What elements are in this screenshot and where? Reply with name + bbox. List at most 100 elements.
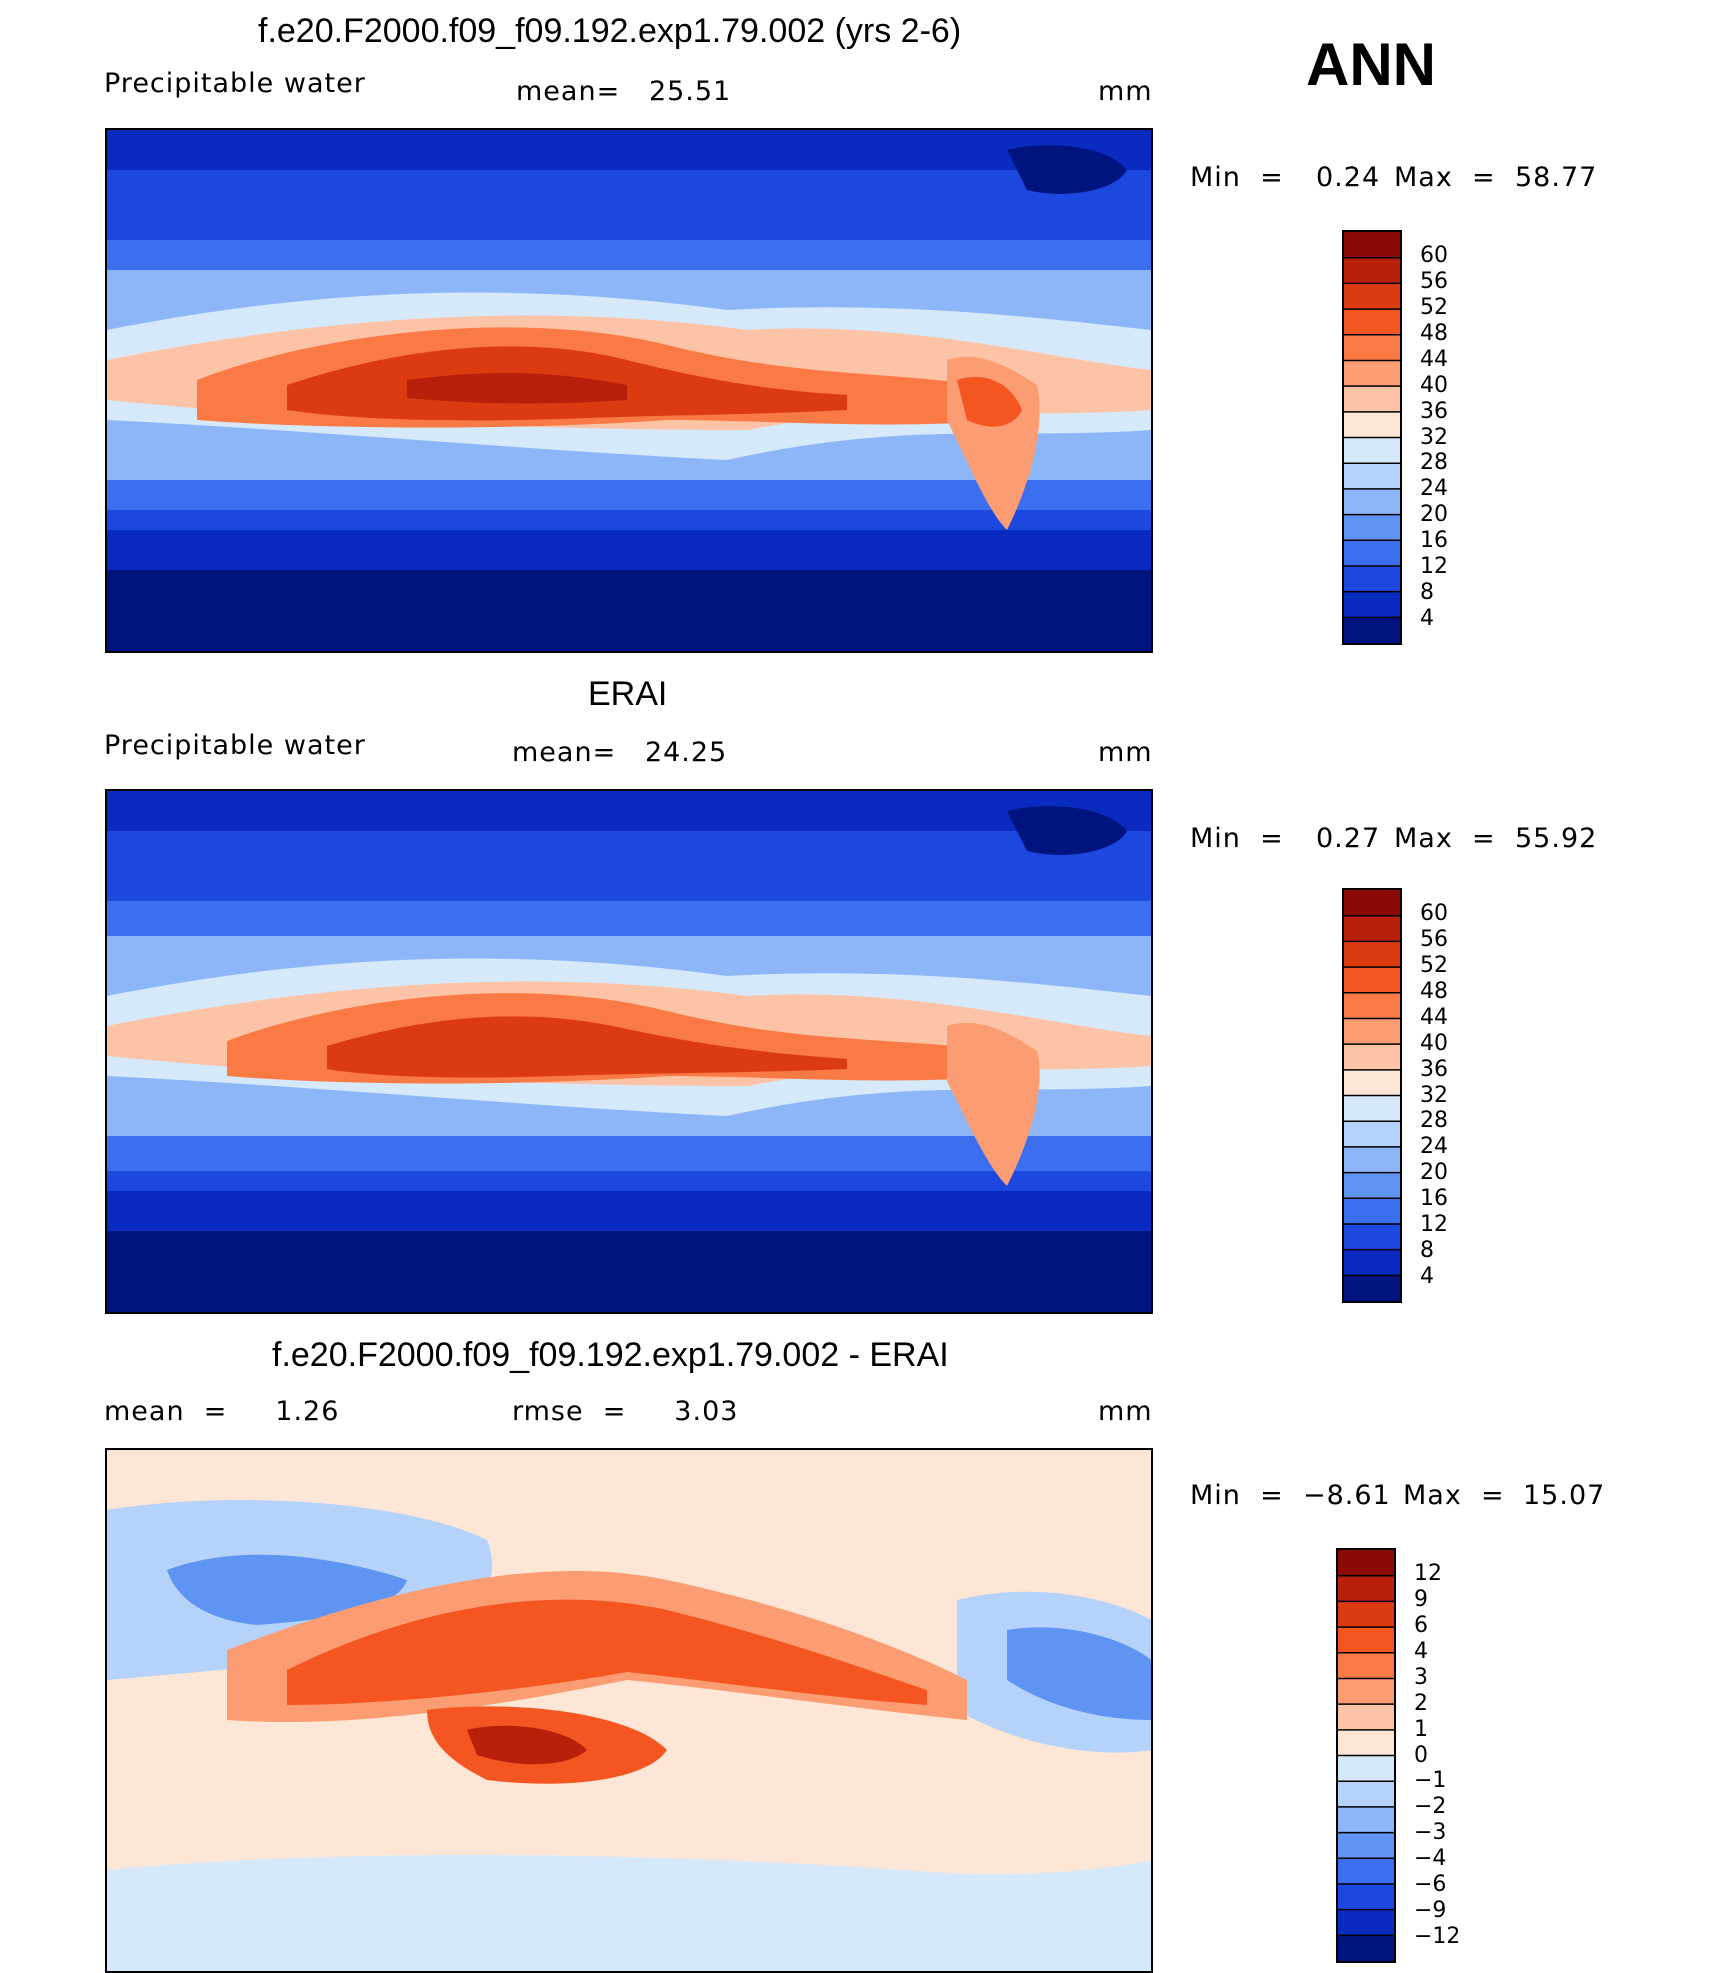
panel1-min-value: 0.24 [1316, 162, 1381, 193]
colorbar-swatch [1344, 1095, 1400, 1122]
colorbar-tick-label: 12 [1420, 1212, 1448, 1238]
colorbar-tick-label: 3 [1414, 1664, 1428, 1690]
panel2-max-label: Max = [1394, 823, 1496, 854]
panel2-title: ERAI [588, 675, 668, 713]
colorbar-swatch [1344, 890, 1400, 917]
colorbar-tick-label: 32 [1420, 1082, 1448, 1108]
panel2-max-value: 55.92 [1515, 823, 1598, 854]
panel3-mean-label: mean = 1.26 [104, 1396, 340, 1427]
colorbar-tick-label: 52 [1420, 952, 1448, 978]
colorbar-tick-label: 24 [1420, 1134, 1448, 1160]
colorbar-swatch [1338, 1806, 1394, 1834]
panel3-colorbar [1336, 1548, 1396, 1963]
colorbar-swatch [1344, 334, 1400, 361]
colorbar-swatch [1344, 514, 1400, 541]
colorbar-swatch [1338, 1627, 1394, 1654]
panel3-max-label: Max = [1403, 1480, 1505, 1511]
colorbar-swatch [1344, 565, 1400, 593]
panel1-left-label: Precipitable water [104, 68, 366, 99]
colorbar-tick-label: −9 [1414, 1898, 1447, 1924]
colorbar-tick-label: 0 [1414, 1742, 1428, 1768]
panel3-min-value: −8.61 [1303, 1480, 1391, 1511]
colorbar-swatch [1344, 1018, 1400, 1045]
panel3-max-value: 15.07 [1523, 1480, 1606, 1511]
colorbar-tick-label: −2 [1414, 1794, 1447, 1820]
colorbar-swatch [1344, 617, 1400, 643]
colorbar-tick-label: 12 [1420, 554, 1448, 580]
panel1-title: f.e20.F2000.f09_f09.192.exp1.79.002 (yrs… [258, 12, 962, 50]
colorbar-tick-label: 2 [1414, 1690, 1428, 1716]
colorbar-tick-label: 16 [1420, 528, 1448, 554]
panel2-min-label: Min = [1190, 823, 1284, 854]
colorbar-svg [1344, 890, 1400, 1301]
colorbar-swatch [1344, 283, 1400, 310]
colorbar-swatch [1338, 1755, 1394, 1782]
colorbar-tick-label: 44 [1420, 346, 1448, 372]
colorbar-tick-label: −6 [1414, 1872, 1447, 1898]
panel3-units-label: mm [1098, 1396, 1153, 1427]
colorbar-tick-label: 40 [1420, 1030, 1448, 1056]
panel3-colorbar-ticks: 12 9 6 4 3 2 1 0 −1 −2 −3 −4 −6 −9 −12 [1414, 1548, 1494, 1963]
panel3-min-label: Min = [1190, 1480, 1284, 1511]
panel1-units-label: mm [1098, 76, 1153, 107]
colorbar-svg [1338, 1550, 1394, 1961]
colorbar-swatch [1344, 1223, 1400, 1251]
colorbar-tick-label: 56 [1420, 268, 1448, 294]
colorbar-tick-label: 16 [1420, 1186, 1448, 1212]
colorbar-swatch [1338, 1601, 1394, 1628]
colorbar-tick-label: 36 [1420, 398, 1448, 424]
colorbar-swatch [1344, 540, 1400, 567]
colorbar-swatch [1344, 257, 1400, 284]
colorbar-swatch [1338, 1550, 1394, 1577]
panel2-colorbar [1342, 888, 1402, 1303]
colorbar-swatch [1344, 941, 1400, 968]
panel2-left-label: Precipitable water [104, 730, 366, 761]
colorbar-swatch [1344, 967, 1400, 994]
colorbar-tick-label: 28 [1420, 1108, 1448, 1134]
panel2-min-value: 0.27 [1316, 823, 1381, 854]
colorbar-tick-label: 9 [1414, 1586, 1428, 1612]
colorbar-tick-label: 48 [1420, 320, 1448, 346]
colorbar-tick-label: 20 [1420, 502, 1448, 528]
panel1-max-value: 58.77 [1515, 162, 1598, 193]
panel3-rmse-label: rmse = 3.03 [512, 1396, 739, 1427]
panel1-min-label: Min = [1190, 162, 1284, 193]
colorbar-swatch [1344, 1198, 1400, 1225]
colorbar-swatch [1344, 1069, 1400, 1096]
colorbar-swatch [1338, 1729, 1394, 1756]
season-label: ANN [1306, 31, 1436, 98]
colorbar-tick-label: 48 [1420, 978, 1448, 1004]
colorbar-swatch [1338, 1935, 1394, 1961]
panel2-colorbar-ticks: 60 56 52 48 44 40 36 32 28 24 20 16 12 8 4 [1420, 888, 1480, 1303]
colorbar-swatch [1338, 1832, 1394, 1859]
colorbar-tick-label: 6 [1414, 1612, 1428, 1638]
colorbar-swatch [1344, 232, 1400, 259]
colorbar-svg [1344, 232, 1400, 643]
colorbar-tick-label: −12 [1414, 1924, 1461, 1950]
colorbar-tick-label: 44 [1420, 1004, 1448, 1030]
colorbar-tick-label: −1 [1414, 1768, 1447, 1794]
colorbar-swatch [1344, 1275, 1400, 1301]
colorbar-tick-label: 20 [1420, 1160, 1448, 1186]
panel1-colorbar [1342, 230, 1402, 645]
colorbar-tick-label: 60 [1420, 242, 1448, 268]
colorbar-swatch [1344, 1044, 1400, 1071]
colorbar-swatch [1344, 411, 1400, 438]
panel1-map [105, 128, 1153, 653]
colorbar-swatch [1344, 309, 1400, 336]
panel1-max-label: Max = [1394, 162, 1496, 193]
colorbar-tick-label: 60 [1420, 900, 1448, 926]
panel1-map-field [107, 130, 1151, 651]
colorbar-swatch [1344, 386, 1400, 413]
colorbar-swatch [1344, 591, 1400, 618]
colorbar-tick-label: 52 [1420, 294, 1448, 320]
panel1-mean-label: mean= 25.51 [516, 76, 732, 107]
colorbar-tick-label: 12 [1414, 1560, 1442, 1586]
colorbar-tick-label: 4 [1420, 606, 1434, 632]
panel2-map-field [107, 791, 1151, 1312]
colorbar-swatch [1344, 360, 1400, 387]
colorbar-swatch [1338, 1781, 1394, 1808]
colorbar-tick-label: 8 [1420, 1238, 1434, 1264]
colorbar-tick-label: 28 [1420, 450, 1448, 476]
colorbar-tick-label: 24 [1420, 476, 1448, 502]
